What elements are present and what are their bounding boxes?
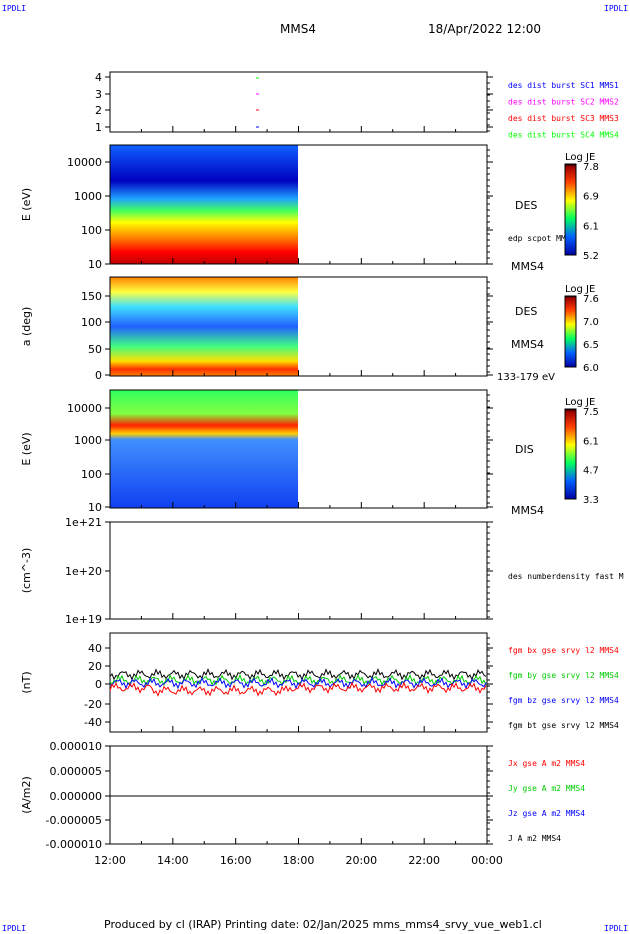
panel-frame bbox=[109, 632, 488, 733]
y-tick-label: 1000 bbox=[74, 434, 102, 447]
spacecraft-title: MMS4 bbox=[280, 22, 316, 36]
y-axis-label: a (deg) bbox=[20, 307, 33, 347]
spectrogram-dis-energy bbox=[110, 390, 298, 508]
y-tick-label: 150 bbox=[81, 290, 102, 303]
y-tick-label: -40 bbox=[84, 716, 102, 729]
colorbar-tick-label: 7.0 bbox=[583, 317, 599, 328]
colorbar-tick-label: 6.9 bbox=[583, 192, 599, 203]
colorbar-title: Log JE bbox=[565, 152, 595, 163]
legend-entry: des dist burst SC2 MMS2 bbox=[508, 98, 619, 107]
corner-label: IPDLI bbox=[604, 924, 629, 933]
legend-entry: fgm bt gse srvy l2 MMS4 bbox=[508, 721, 619, 730]
colorbar-tick-label: 6.1 bbox=[583, 221, 599, 232]
spacecraft-label: MMS4 bbox=[511, 504, 544, 517]
legend-entry: fgm by gse srvy l2 MMS4 bbox=[508, 671, 619, 680]
colorbar-tick-label: 6.0 bbox=[583, 363, 599, 374]
y-tick-label: 0.000005 bbox=[50, 765, 103, 778]
y-tick-label: 100 bbox=[81, 316, 102, 329]
x-tick-label: 00:00 bbox=[471, 854, 503, 867]
colorbar-tick-label: 7.8 bbox=[583, 162, 599, 173]
y-tick-label: 20 bbox=[88, 660, 102, 673]
legend-entry: Jz gse A m2 MMS4 bbox=[508, 809, 585, 818]
y-tick-label: 1e+21 bbox=[65, 516, 102, 529]
y-axis-label: E (eV) bbox=[20, 188, 33, 221]
y-tick-label: 4 bbox=[95, 71, 102, 84]
legend-entry: Jy gse A m2 MMS4 bbox=[508, 784, 585, 793]
legend-entry: J A m2 MMS4 bbox=[508, 834, 561, 843]
colorbar-tick-label: 7.5 bbox=[583, 407, 599, 418]
x-tick-label: 12:00 bbox=[94, 854, 126, 867]
sub-label: edp scpot MMS4 bbox=[508, 234, 576, 243]
series-line-2 bbox=[109, 676, 487, 690]
colorbar bbox=[564, 295, 577, 368]
instrument-label: DIS bbox=[515, 443, 534, 456]
legend-entry: des dist burst SC4 MMS4 bbox=[508, 131, 619, 140]
y-axis-label: E (eV) bbox=[20, 432, 33, 465]
x-tick-label: 18:00 bbox=[283, 854, 315, 867]
y-tick-label: 2 bbox=[95, 104, 102, 117]
spectrogram-des-energy bbox=[110, 145, 298, 264]
series-line-3 bbox=[109, 681, 487, 697]
y-tick-label: 40 bbox=[88, 642, 102, 655]
colorbar-tick-label: 3.3 bbox=[583, 495, 599, 506]
x-tick-label: 16:00 bbox=[220, 854, 252, 867]
y-tick-label: 10000 bbox=[67, 156, 102, 169]
colorbar-title: Log JE bbox=[565, 284, 595, 295]
y-tick-label: 100 bbox=[81, 224, 102, 237]
colorbar bbox=[564, 408, 577, 500]
y-tick-label: 0.000000 bbox=[50, 790, 103, 803]
y-axis-label: (cm^-3) bbox=[20, 548, 33, 594]
colorbar-title: Log JE bbox=[565, 397, 595, 408]
energy-range-label: 133-179 eV bbox=[497, 372, 555, 383]
datetime-title: 18/Apr/2022 12:00 bbox=[428, 22, 542, 36]
colorbar-tick-label: 4.7 bbox=[583, 466, 599, 477]
x-tick-label: 20:00 bbox=[345, 854, 377, 867]
spectrogram-des-pitch bbox=[110, 277, 298, 376]
y-tick-label: 0 bbox=[95, 369, 102, 382]
y-tick-label: 0 bbox=[95, 678, 102, 691]
corner-label: IPDLI bbox=[604, 4, 629, 13]
panel-frame bbox=[109, 71, 488, 133]
y-tick-label: 3 bbox=[95, 88, 102, 101]
colorbar-tick-label: 7.6 bbox=[583, 294, 599, 305]
y-tick-label: 10 bbox=[88, 258, 102, 271]
y-tick-label: -0.000005 bbox=[46, 814, 102, 827]
y-tick-label: -0.000010 bbox=[46, 838, 102, 851]
colorbar-tick-label: 6.5 bbox=[583, 340, 599, 351]
y-tick-label: 0.000010 bbox=[50, 740, 103, 753]
instrument-label: DES bbox=[515, 305, 537, 318]
y-tick-label: 1e+19 bbox=[65, 613, 102, 626]
x-tick-label: 14:00 bbox=[157, 854, 189, 867]
legend-entry: fgm bx gse srvy l2 MMS4 bbox=[508, 646, 619, 655]
legend-entry: des dist burst SC3 MMS3 bbox=[508, 114, 619, 123]
x-tick-label: 22:00 bbox=[408, 854, 440, 867]
y-tick-label: 10 bbox=[88, 501, 102, 514]
colorbar-tick-label: 5.2 bbox=[583, 251, 599, 262]
corner-label: IPDLI bbox=[2, 4, 27, 13]
y-tick-label: 1000 bbox=[74, 190, 102, 203]
panel-frame bbox=[109, 521, 488, 620]
series-line-0 bbox=[109, 668, 487, 681]
y-tick-label: 100 bbox=[81, 468, 102, 481]
y-tick-label: 1 bbox=[95, 121, 102, 134]
y-tick-label: 1e+20 bbox=[65, 565, 102, 578]
colorbar-tick-label: 6.1 bbox=[583, 436, 599, 447]
y-tick-label: 50 bbox=[88, 343, 102, 356]
legend-entry: des dist burst SC1 MMS1 bbox=[508, 81, 619, 90]
y-axis-label: (nT) bbox=[20, 671, 33, 693]
panel-frame bbox=[109, 745, 488, 845]
footer: Produced by cl (IRAP) Printing date: 02/… bbox=[104, 918, 542, 931]
spacecraft-label: MMS4 bbox=[511, 260, 544, 273]
y-tick-label: 10000 bbox=[67, 402, 102, 415]
y-tick-label: -20 bbox=[84, 698, 102, 711]
y-axis-label: (A/m2) bbox=[20, 776, 33, 814]
instrument-label: DES bbox=[515, 199, 537, 212]
legend-entry: Jx gse A m2 MMS4 bbox=[508, 759, 585, 768]
colorbar bbox=[564, 163, 577, 256]
spacecraft-label: MMS4 bbox=[511, 338, 544, 351]
legend-entry: des numberdensity fast M bbox=[508, 572, 624, 581]
corner-label: IPDLI bbox=[2, 924, 27, 933]
legend-entry: fgm bz gse srvy l2 MMS4 bbox=[508, 696, 619, 705]
